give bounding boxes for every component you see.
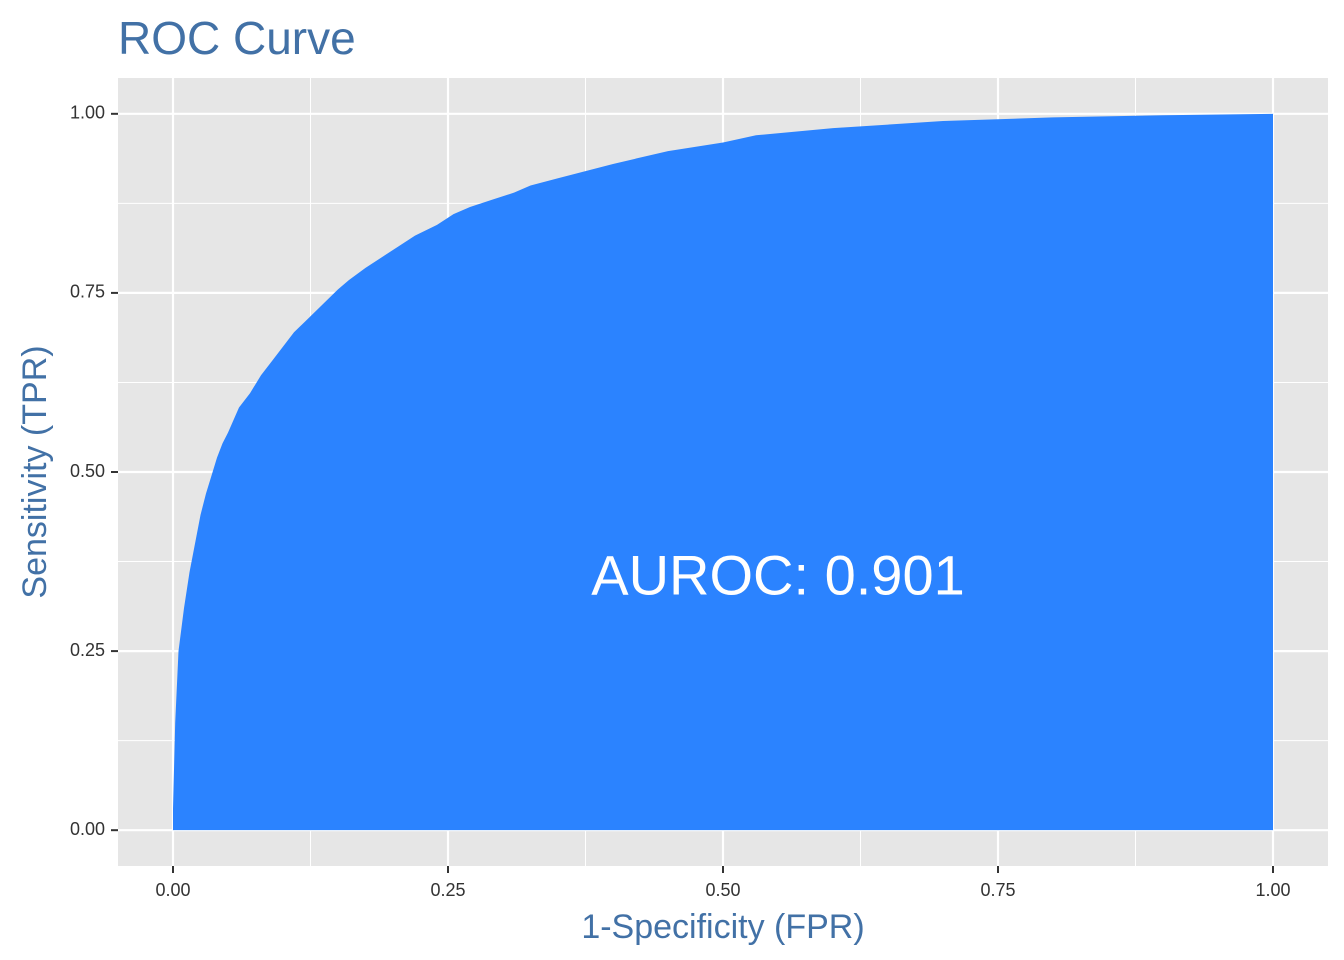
x-tick-label: 0.50 xyxy=(705,880,740,900)
x-axis: 0.00 0.25 0.50 0.75 1.00 xyxy=(155,866,1291,900)
x-tick-label: 0.00 xyxy=(155,880,190,900)
y-tick-label: 0.75 xyxy=(70,282,105,302)
y-tick-label: 0.00 xyxy=(70,819,105,839)
y-axis: 0.00 0.25 0.50 0.75 1.00 xyxy=(70,103,118,839)
x-axis-title: 1-Specificity (FPR) xyxy=(581,908,864,946)
x-tick-label: 0.25 xyxy=(430,880,465,900)
auroc-annotation: AUROC: 0.901 xyxy=(591,543,965,606)
y-tick-label: 0.25 xyxy=(70,640,105,660)
roc-area xyxy=(173,113,1273,831)
y-tick-label: 1.00 xyxy=(70,103,105,123)
y-axis-title: Sensitivity (TPR) xyxy=(16,345,54,598)
chart-title: ROC Curve xyxy=(118,12,356,64)
x-tick-label: 1.00 xyxy=(1255,880,1290,900)
y-tick-label: 0.50 xyxy=(70,461,105,481)
x-tick-label: 0.75 xyxy=(980,880,1015,900)
